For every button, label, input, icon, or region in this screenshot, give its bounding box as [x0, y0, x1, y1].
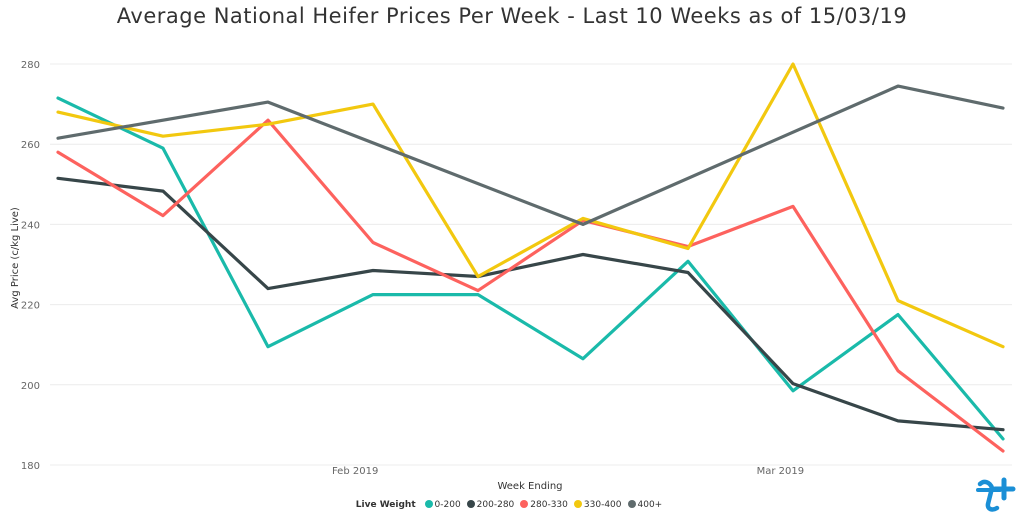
gridlines — [50, 63, 1012, 466]
series-line-280-330 — [56, 118, 1005, 453]
legend-item[interactable]: 0-200 — [424, 500, 461, 510]
series-line-330-400 — [56, 62, 1005, 349]
legend-label: 200-280 — [476, 500, 515, 510]
series-line-0-200 — [56, 96, 1005, 441]
x-tick-label: Mar 2019 — [757, 466, 805, 477]
legend-items: 0-200 200-280 280-330 330-400 400+ — [424, 500, 669, 510]
legend-marker-icon — [627, 500, 636, 508]
legend-marker-icon — [424, 500, 433, 508]
legend: Live Weight 0-200 200-280 280-330 330-400 40… — [0, 500, 1024, 510]
legend-marker-icon — [573, 500, 582, 508]
legend-item[interactable]: 280-330 — [520, 500, 568, 510]
x-tick-label: Feb 2019 — [332, 466, 378, 477]
y-tick-label: 180 — [21, 461, 40, 472]
y-tick-label: 200 — [21, 381, 40, 392]
y-axis-ticks: 180 200 220 240 260 280 — [21, 60, 40, 472]
legend-item[interactable]: 400+ — [627, 500, 663, 510]
x-axis-ticks: Feb 2019 Mar 2019 — [332, 466, 804, 477]
y-axis-title: Avg Price (c/kg Live) — [10, 207, 21, 309]
y-tick-label: 280 — [21, 60, 40, 71]
y-tick-label: 240 — [21, 220, 40, 231]
brand-logo-icon — [976, 477, 1016, 512]
legend-label: 400+ — [637, 500, 663, 510]
series-lines — [56, 62, 1005, 453]
legend-title: Live Weight — [355, 500, 416, 510]
legend-label: 280-330 — [530, 500, 568, 510]
legend-item[interactable]: 330-400 — [573, 500, 622, 510]
chart-title: Average National Heifer Prices Per Week … — [116, 4, 908, 28]
series-line-200-280 — [56, 176, 1005, 432]
legend-label: 330-400 — [583, 500, 622, 510]
legend-marker-icon — [466, 500, 475, 508]
legend-item[interactable]: 200-280 — [466, 500, 515, 510]
legend-marker-icon — [520, 500, 529, 508]
y-tick-label: 220 — [21, 301, 40, 312]
legend-label: 0-200 — [434, 500, 461, 510]
y-tick-label: 260 — [21, 140, 40, 151]
x-axis-title: Week Ending — [497, 481, 562, 492]
series-line-400+ — [56, 84, 1005, 226]
